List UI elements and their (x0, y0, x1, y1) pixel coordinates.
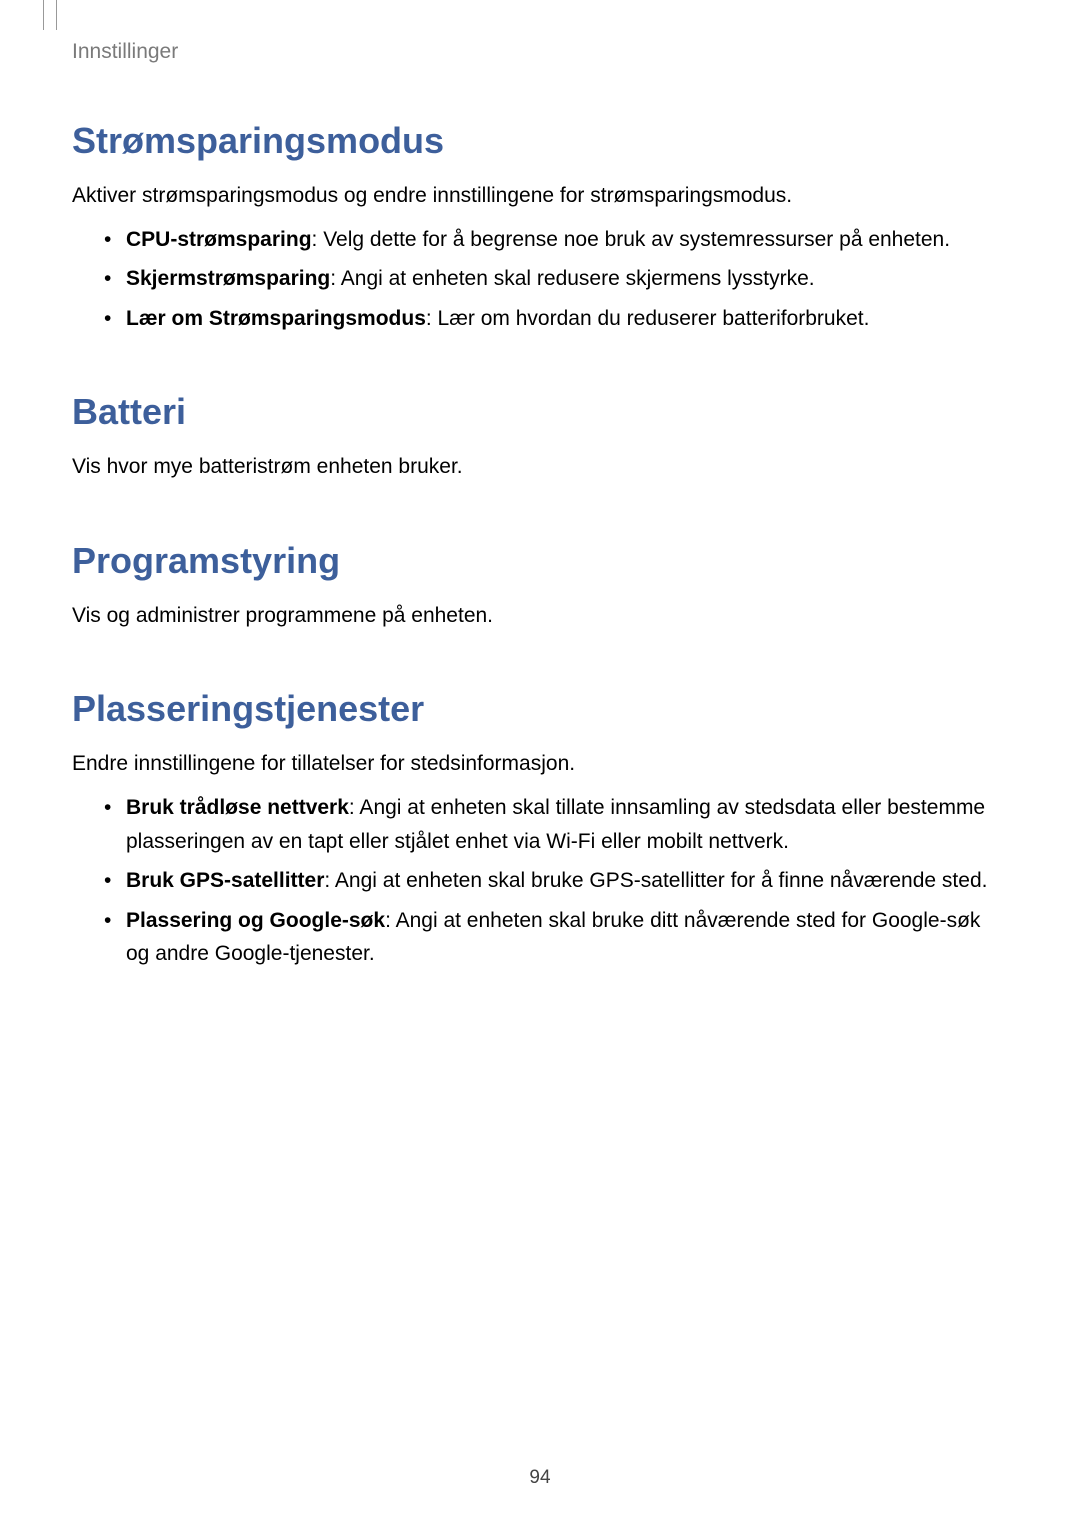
list-item-bold: Lær om Strømsparingsmodus (126, 307, 426, 330)
page-number: 94 (0, 1467, 1080, 1489)
list-item-bold: Plassering og Google-søk (126, 909, 385, 932)
breadcrumb: Innstillinger (72, 40, 1008, 64)
page-tab-mark (43, 0, 57, 30)
section-title: Plasseringstjenester (72, 688, 1008, 730)
section-intro: Vis hvor mye batteristrøm enheten bruker… (72, 451, 1008, 484)
list-item: Lær om Strømsparingsmodus: Lær om hvorda… (104, 302, 1008, 336)
section-battery: Batteri Vis hvor mye batteristrøm enhete… (72, 391, 1008, 484)
section-location-services: Plasseringstjenester Endre innstillingen… (72, 688, 1008, 971)
list-item-bold: Bruk GPS-satellitter (126, 869, 324, 892)
section-intro: Endre innstillingene for tillatelser for… (72, 748, 1008, 781)
section-title: Programstyring (72, 540, 1008, 582)
section-intro: Aktiver strømsparingsmodus og endre inns… (72, 180, 1008, 213)
list-item: Bruk GPS-satellitter: Angi at enheten sk… (104, 864, 1008, 898)
list-item-text: : Angi at enheten skal redusere skjermen… (330, 267, 814, 290)
list-item-bold: Bruk trådløse nettverk (126, 796, 349, 819)
list-item-bold: CPU-strømsparing (126, 228, 312, 251)
section-title: Strømsparingsmodus (72, 120, 1008, 162)
bullet-list: Bruk trådløse nettverk : Angi at enheten … (104, 791, 1008, 971)
list-item: Bruk trådløse nettverk: Angi at enheten … (104, 791, 1008, 858)
section-power-saving: Strømsparingsmodus Aktiver strømsparings… (72, 120, 1008, 335)
section-title: Batteri (72, 391, 1008, 433)
section-intro: Vis og administrer programmene på enhete… (72, 600, 1008, 633)
list-item-text: : Lær om hvordan du reduserer batterifor… (426, 307, 870, 330)
section-app-manager: Programstyring Vis og administrer progra… (72, 540, 1008, 633)
list-item: Skjermstrømsparing: Angi at enheten skal… (104, 262, 1008, 296)
list-item-text: : Angi at enheten skal bruke GPS-satelli… (324, 869, 987, 892)
page-content: Innstillinger Strømsparingsmodus Aktiver… (0, 0, 1080, 971)
list-item-bold: Skjermstrømsparing (126, 267, 330, 290)
list-item-text: : Velg dette for å begrense noe bruk av … (312, 228, 951, 251)
list-item: CPU-strømsparing: Velg dette for å begre… (104, 223, 1008, 257)
list-item: Plassering og Google-søk: Angi at enhete… (104, 904, 1008, 971)
bullet-list: CPU-strømsparing: Velg dette for å begre… (104, 223, 1008, 336)
